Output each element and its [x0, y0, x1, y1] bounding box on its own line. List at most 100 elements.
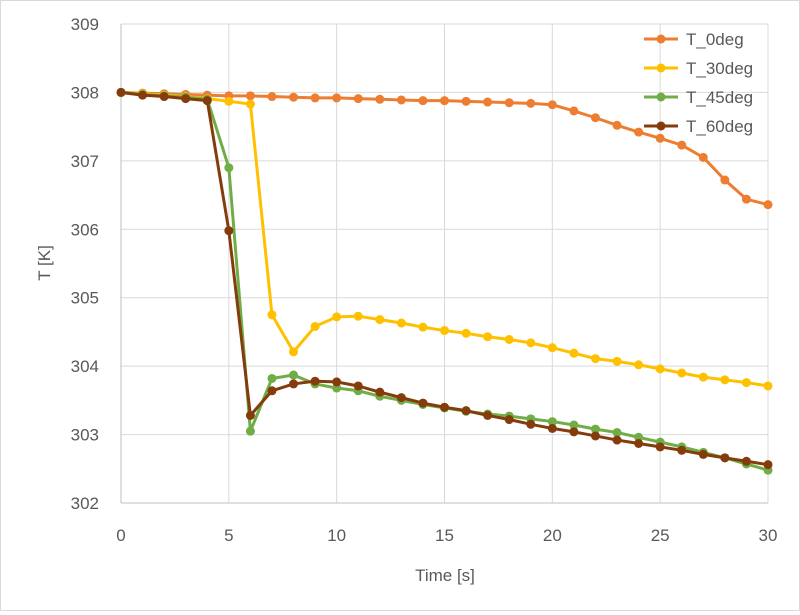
data-point: [440, 326, 449, 336]
data-point: [612, 120, 622, 130]
data-point: [332, 383, 342, 393]
data-point: [418, 96, 428, 106]
y-tick-label: 303: [71, 426, 99, 445]
data-point: [569, 106, 579, 116]
data-point: [590, 431, 600, 441]
data-point: [267, 310, 277, 320]
data-point: [547, 417, 557, 427]
series-lines: [116, 87, 773, 475]
data-point: [267, 92, 277, 102]
data-point: [181, 94, 191, 104]
data-point: [504, 415, 514, 425]
x-axis-title: Time [s]: [415, 566, 475, 585]
y-tick-label: 306: [71, 220, 99, 239]
legend-label: T_60deg: [686, 117, 753, 136]
data-point: [741, 378, 751, 388]
legend-marker: [656, 92, 666, 102]
x-tick-label: 5: [224, 526, 233, 545]
data-point: [634, 127, 644, 137]
series-T_60deg: [116, 87, 773, 470]
x-tick-label: 10: [327, 526, 346, 545]
data-point: [332, 93, 342, 103]
data-point: [289, 347, 299, 357]
data-point: [763, 460, 773, 470]
data-point: [655, 364, 665, 374]
legend-marker: [656, 121, 666, 131]
data-point: [289, 379, 299, 389]
axes: [120, 24, 768, 504]
data-point: [612, 428, 622, 438]
data-point: [569, 420, 579, 430]
data-point: [763, 381, 773, 391]
data-point: [720, 375, 730, 385]
data-point: [310, 376, 320, 386]
data-point: [224, 163, 234, 173]
data-point: [396, 95, 406, 105]
data-point: [332, 312, 342, 322]
data-point: [547, 423, 557, 433]
x-tick-label: 25: [651, 526, 670, 545]
data-point: [353, 94, 363, 104]
data-point: [461, 328, 471, 338]
data-point: [526, 338, 536, 348]
data-point: [612, 356, 622, 366]
data-point: [310, 93, 320, 103]
data-point: [590, 113, 600, 123]
legend-label: T_0deg: [686, 30, 744, 49]
legend-item: T_45deg: [644, 88, 753, 107]
data-point: [590, 354, 600, 364]
data-point: [741, 456, 751, 466]
y-tick-label: 308: [71, 83, 99, 102]
data-point: [720, 175, 730, 185]
data-point: [483, 332, 493, 342]
data-point: [440, 402, 449, 412]
data-point: [677, 445, 687, 455]
y-axis-title: T [K]: [35, 245, 54, 281]
data-point: [634, 438, 644, 448]
data-point: [655, 442, 665, 452]
data-point: [224, 226, 234, 236]
data-point: [332, 377, 342, 387]
data-point: [396, 393, 406, 403]
data-point: [612, 435, 622, 445]
data-point: [245, 410, 255, 420]
data-point: [245, 426, 255, 436]
data-point: [245, 99, 255, 109]
data-point: [138, 90, 148, 100]
data-point: [504, 334, 514, 344]
data-point: [159, 92, 169, 102]
y-tick-label: 309: [71, 15, 99, 34]
data-point: [418, 322, 428, 332]
data-point: [375, 315, 385, 325]
x-tick-label: 20: [543, 526, 562, 545]
y-tick-label: 305: [71, 289, 99, 308]
data-point: [569, 348, 579, 358]
data-point: [655, 133, 665, 143]
x-tick-label: 0: [116, 526, 125, 545]
data-point: [461, 96, 471, 106]
x-tick-label: 30: [759, 526, 778, 545]
legend: T_0deg T_30deg T_45deg T_60deg: [644, 30, 753, 136]
legend-marker: [656, 34, 666, 44]
data-point: [267, 373, 277, 383]
data-point: [353, 311, 363, 321]
data-point: [569, 427, 579, 437]
data-point: [289, 92, 299, 102]
legend-marker: [656, 63, 666, 73]
data-point: [224, 96, 234, 106]
y-tick-label: 304: [71, 357, 99, 376]
data-point: [375, 387, 385, 397]
data-point: [741, 194, 751, 204]
legend-item: T_60deg: [644, 117, 753, 136]
data-point: [310, 321, 320, 331]
tick-labels: 302 303 304 305 306 307 308 309 0 5 10 15 20 25 30: [71, 15, 778, 545]
data-point: [677, 368, 687, 378]
data-point: [483, 410, 493, 420]
y-tick-label: 302: [71, 494, 99, 513]
legend-item: T_30deg: [644, 59, 753, 78]
data-point: [698, 449, 708, 459]
data-point: [698, 372, 708, 382]
data-point: [677, 140, 687, 150]
data-point: [590, 424, 600, 434]
